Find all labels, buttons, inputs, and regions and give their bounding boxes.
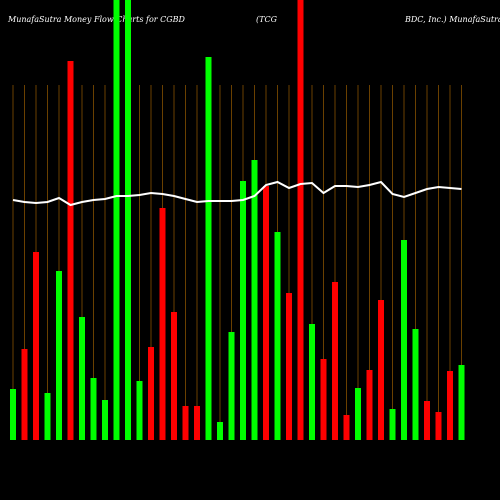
- bar: [389, 409, 396, 440]
- bar: [355, 388, 361, 440]
- bar: [228, 332, 235, 440]
- bar: [194, 406, 200, 440]
- bar: [274, 232, 281, 440]
- bar: [90, 378, 97, 440]
- bar: [217, 422, 223, 440]
- bar: [263, 186, 269, 440]
- chart-title: (TCG: [256, 15, 278, 24]
- bar: [205, 57, 212, 440]
- bar: [309, 324, 315, 440]
- bar: [366, 370, 373, 440]
- bar: [412, 329, 419, 440]
- bar: [458, 365, 465, 440]
- bar: [286, 293, 292, 440]
- bar: [251, 160, 258, 440]
- chart-title: BDC, Inc.) MunafaSutra: [404, 15, 500, 24]
- bar: [148, 347, 154, 440]
- bar: [125, 0, 131, 440]
- bar: [171, 312, 177, 440]
- bar: [33, 252, 39, 440]
- bar: [182, 406, 189, 440]
- bar: [240, 181, 246, 440]
- bar: [113, 0, 120, 440]
- bar: [447, 371, 453, 440]
- bar: [343, 415, 350, 440]
- bar: [378, 300, 384, 440]
- bar: [44, 393, 51, 440]
- bar: [67, 61, 74, 440]
- bar: [297, 0, 304, 440]
- bar: [332, 282, 338, 440]
- bar: [10, 389, 16, 440]
- bar: [56, 271, 62, 440]
- chart-title: MunafaSutra Money Flow Charts for CGBD: [7, 15, 186, 24]
- bar: [21, 349, 28, 440]
- bar: [159, 208, 166, 440]
- bar: [424, 401, 430, 440]
- bar: [435, 412, 442, 440]
- bar: [320, 359, 327, 440]
- bar: [401, 240, 407, 440]
- bar: [136, 381, 143, 440]
- money-flow-line: [12, 180, 462, 207]
- bar: [102, 400, 108, 440]
- bar: [79, 317, 85, 440]
